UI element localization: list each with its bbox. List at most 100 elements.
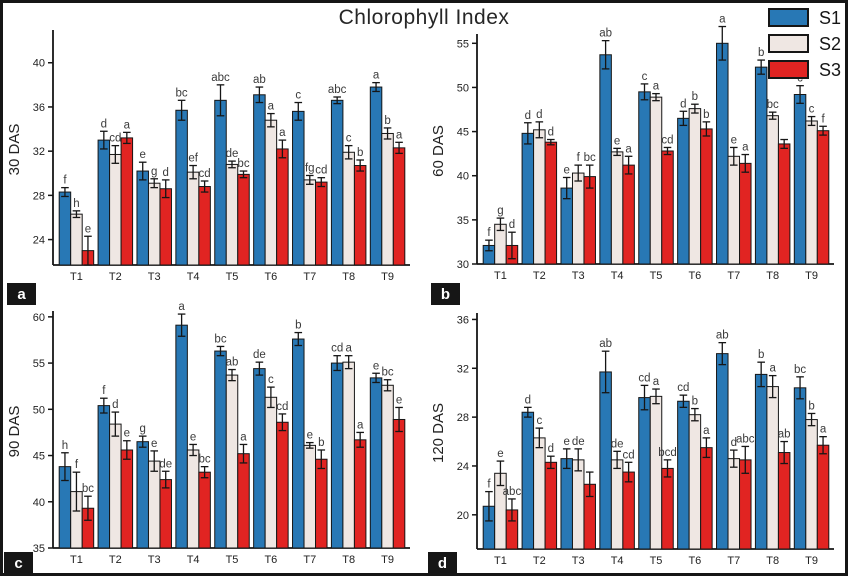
y-tick-label: 28 bbox=[33, 190, 45, 202]
legend-swatch-s2-icon bbox=[767, 34, 809, 53]
x-tick-label: T9 bbox=[805, 555, 818, 567]
y-tick-label: 45 bbox=[457, 127, 469, 139]
error-bar-c-T5-S1 bbox=[216, 345, 225, 357]
error-bar-d-T9-S3 bbox=[819, 436, 827, 455]
error-bar-c-T1-S1 bbox=[61, 452, 69, 482]
error-bar-b-T4-S3 bbox=[624, 155, 633, 175]
sig-letter-b-T3-S3: bc bbox=[584, 152, 596, 164]
error-bar-c-T8-S1 bbox=[333, 355, 341, 372]
error-bar-c-T3-S2 bbox=[150, 450, 159, 472]
bar-b-T7-S3 bbox=[739, 162, 752, 265]
bar-d-T6-S2 bbox=[688, 414, 702, 550]
x-tick-label: T1 bbox=[70, 271, 83, 283]
y-tick-label: 55 bbox=[33, 358, 45, 370]
error-bar-c-T7-S1 bbox=[294, 331, 303, 347]
error-bar-d-T3-S3 bbox=[585, 471, 594, 498]
sig-letter-d-T9-S2: b bbox=[808, 400, 814, 412]
x-tick-label: T4 bbox=[611, 555, 624, 567]
y-axis-label-b: 60 DAS bbox=[430, 125, 447, 177]
bar-b-T3-S2 bbox=[571, 172, 585, 265]
sig-letter-b-T4-S1: ab bbox=[599, 28, 612, 40]
error-bar-a-T7-S3 bbox=[317, 177, 326, 188]
legend-item-s3: S3 bbox=[767, 60, 841, 79]
error-bar-c-T8-S2 bbox=[344, 355, 353, 370]
sig-letter-c-T4-S2: e bbox=[190, 431, 196, 443]
error-bar-d-T1-S2 bbox=[496, 460, 505, 487]
sig-letter-d-T5-S2: a bbox=[653, 376, 660, 388]
y-tick-label: 40 bbox=[457, 171, 469, 183]
sig-letter-a-T6-S3: a bbox=[279, 127, 286, 139]
sig-letter-c-T5-S1: bc bbox=[214, 333, 226, 345]
sig-letter-c-T7-S3: b bbox=[318, 437, 324, 449]
error-bar-d-T4-S2 bbox=[613, 450, 621, 470]
sig-letter-b-T1-S3: d bbox=[509, 219, 515, 231]
sig-letter-b-T3-S1: e bbox=[564, 164, 570, 176]
sig-letter-c-T8-S3: a bbox=[357, 419, 364, 431]
panel-a-30das: 24 28 32 36 40 30 DAS T1 f h e T2 d cd a T3 e g d T4 bc ef cd… bbox=[6, 24, 424, 310]
bar-a-T7-S3 bbox=[315, 181, 328, 266]
sig-letter-b-T1-S2: g bbox=[497, 205, 503, 217]
sig-letter-d-T2-S2: c bbox=[536, 415, 542, 427]
x-tick-label: T3 bbox=[148, 554, 161, 566]
sig-letter-a-T4-S1: bc bbox=[176, 87, 188, 99]
legend-label-s2: S2 bbox=[818, 33, 841, 54]
bar-a-T3-S3 bbox=[159, 188, 172, 266]
sig-letter-d-T1-S1: f bbox=[487, 479, 491, 491]
bar-b-T5-S1 bbox=[638, 91, 651, 265]
error-bar-d-T6-S3 bbox=[702, 437, 711, 459]
sig-letter-a-T8-S3: b bbox=[357, 147, 363, 159]
x-tick-label: T8 bbox=[342, 554, 355, 566]
sig-letter-d-T3-S2: de bbox=[572, 436, 585, 448]
error-bar-b-T6-S2 bbox=[691, 103, 699, 114]
error-bar-a-T7-S1 bbox=[294, 101, 303, 121]
bar-a-T6-S1 bbox=[253, 94, 266, 266]
bar-a-T1-S1 bbox=[58, 191, 72, 266]
bar-b-T5-S3 bbox=[661, 150, 674, 265]
error-bar-a-T2-S2 bbox=[111, 144, 120, 164]
sig-letter-b-T6-S3: b bbox=[703, 109, 709, 121]
sig-letter-d-T5-S3: bcd bbox=[658, 447, 677, 459]
error-bar-c-T8-S3 bbox=[356, 431, 364, 448]
sig-letter-b-T6-S2: b bbox=[692, 91, 698, 103]
sig-letter-c-T9-S1: e bbox=[373, 360, 379, 372]
error-bar-b-T1-S3 bbox=[508, 231, 516, 260]
error-bar-b-T7-S1 bbox=[718, 25, 727, 61]
sig-letter-b-T3-S2: f bbox=[577, 152, 581, 164]
sig-letter-d-T3-S1: e bbox=[564, 436, 570, 448]
x-tick-label: T6 bbox=[264, 271, 277, 283]
sig-letter-b-T8-S2: bc bbox=[767, 99, 779, 111]
bar-b-T9-S3 bbox=[816, 130, 830, 265]
sig-letter-d-T1-S2: e bbox=[497, 448, 503, 460]
sig-letter-d-T2-S1: d bbox=[525, 394, 531, 406]
bar-d-T9-S1 bbox=[793, 387, 807, 550]
bar-d-T8-S1 bbox=[754, 373, 768, 550]
error-bar-b-T8-S3 bbox=[780, 138, 788, 150]
sig-letter-a-T2-S3: a bbox=[124, 119, 131, 131]
sig-letter-c-T3-S2: e bbox=[151, 438, 157, 450]
sig-letter-c-T7-S2: e bbox=[307, 430, 313, 442]
x-tick-label: T8 bbox=[766, 555, 779, 567]
sig-letter-c-T7-S1: b bbox=[295, 320, 301, 332]
x-tick-label: T8 bbox=[342, 271, 355, 283]
figure-title: Chlorophyll Index bbox=[338, 6, 510, 29]
sig-letter-c-T3-S1: g bbox=[140, 423, 146, 435]
y-tick-label: 24 bbox=[457, 461, 469, 473]
error-bar-b-T5-S1 bbox=[640, 83, 649, 101]
error-bar-a-T3-S1 bbox=[138, 161, 147, 181]
error-bar-a-T1-S3 bbox=[84, 235, 92, 266]
error-bar-c-T4-S1 bbox=[177, 313, 186, 337]
bar-d-T9-S2 bbox=[805, 419, 818, 550]
bar-b-T4-S1 bbox=[599, 54, 612, 265]
x-tick-label: T2 bbox=[109, 271, 122, 283]
bar-d-T7-S2 bbox=[727, 458, 741, 550]
sig-letter-c-T3-S3: de bbox=[159, 458, 172, 470]
error-bar-a-T6-S3 bbox=[278, 139, 287, 159]
bar-c-T3-S1 bbox=[136, 441, 149, 549]
bar-a-T2-S3 bbox=[120, 137, 134, 266]
sig-letter-c-T1-S3: bc bbox=[82, 483, 94, 495]
sig-letter-a-T3-S1: e bbox=[140, 149, 146, 161]
error-bar-c-T7-S3 bbox=[317, 449, 326, 470]
error-bar-a-T3-S2 bbox=[150, 178, 159, 189]
bar-b-T7-S1 bbox=[716, 42, 729, 265]
